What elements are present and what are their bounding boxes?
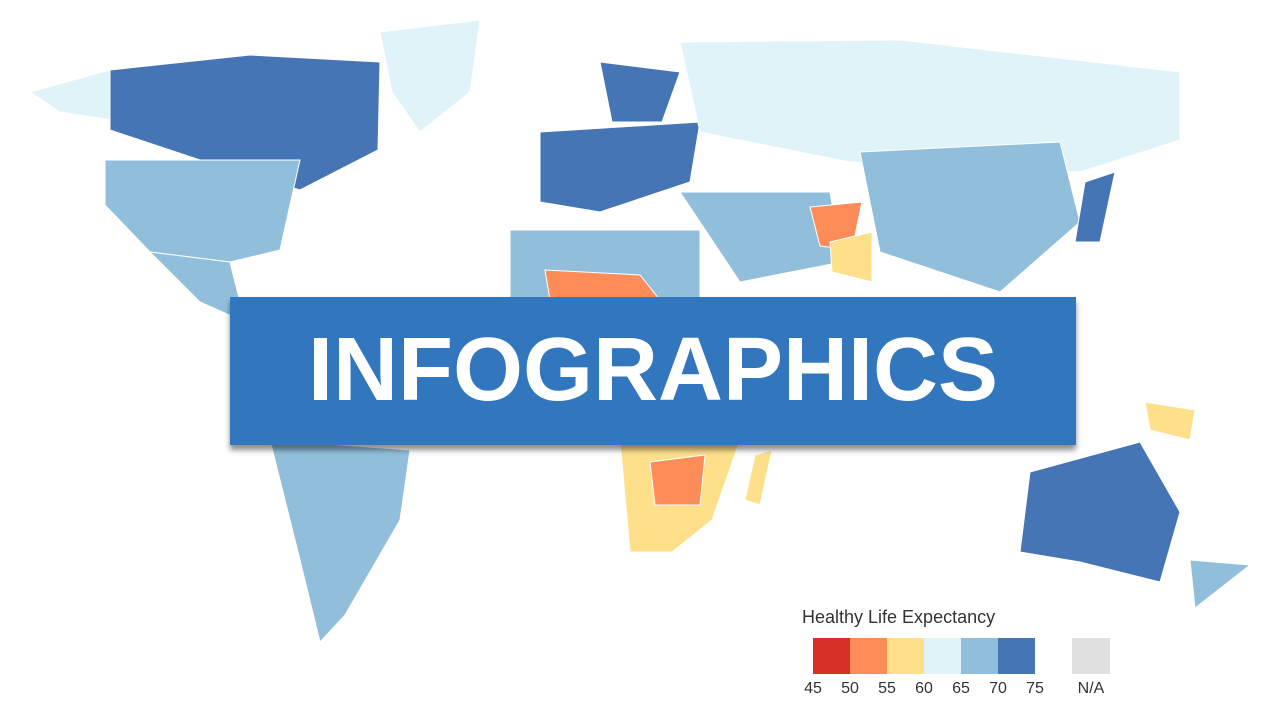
banner: [230, 297, 1076, 445]
banner-title: INFOGRAPHICS: [308, 320, 998, 420]
legend-swatch: [924, 638, 961, 674]
legend-na-label: N/A: [1078, 680, 1105, 697]
legend-tick-label: 70: [989, 680, 1007, 697]
legend-swatch: [961, 638, 998, 674]
legend-tick-label: 60: [915, 680, 933, 697]
legend-tick-label: 55: [878, 680, 896, 697]
legend-tick-label: 50: [841, 680, 859, 697]
legend-swatch: [850, 638, 887, 674]
legend-na-swatch: [1072, 638, 1110, 674]
legend-swatch: [998, 638, 1035, 674]
legend: Healthy Life Expectancy 45 50 55 60 65 70 75 N/…: [802, 607, 1110, 697]
legend-title: Healthy Life Expectancy: [802, 607, 995, 627]
legend-tick-label: 65: [952, 680, 970, 697]
world-map: [28, 19, 1252, 644]
legend-swatch: [813, 638, 850, 674]
legend-tick-label: 75: [1026, 680, 1044, 697]
legend-tick-label: 45: [804, 680, 822, 697]
legend-swatch: [887, 638, 924, 674]
